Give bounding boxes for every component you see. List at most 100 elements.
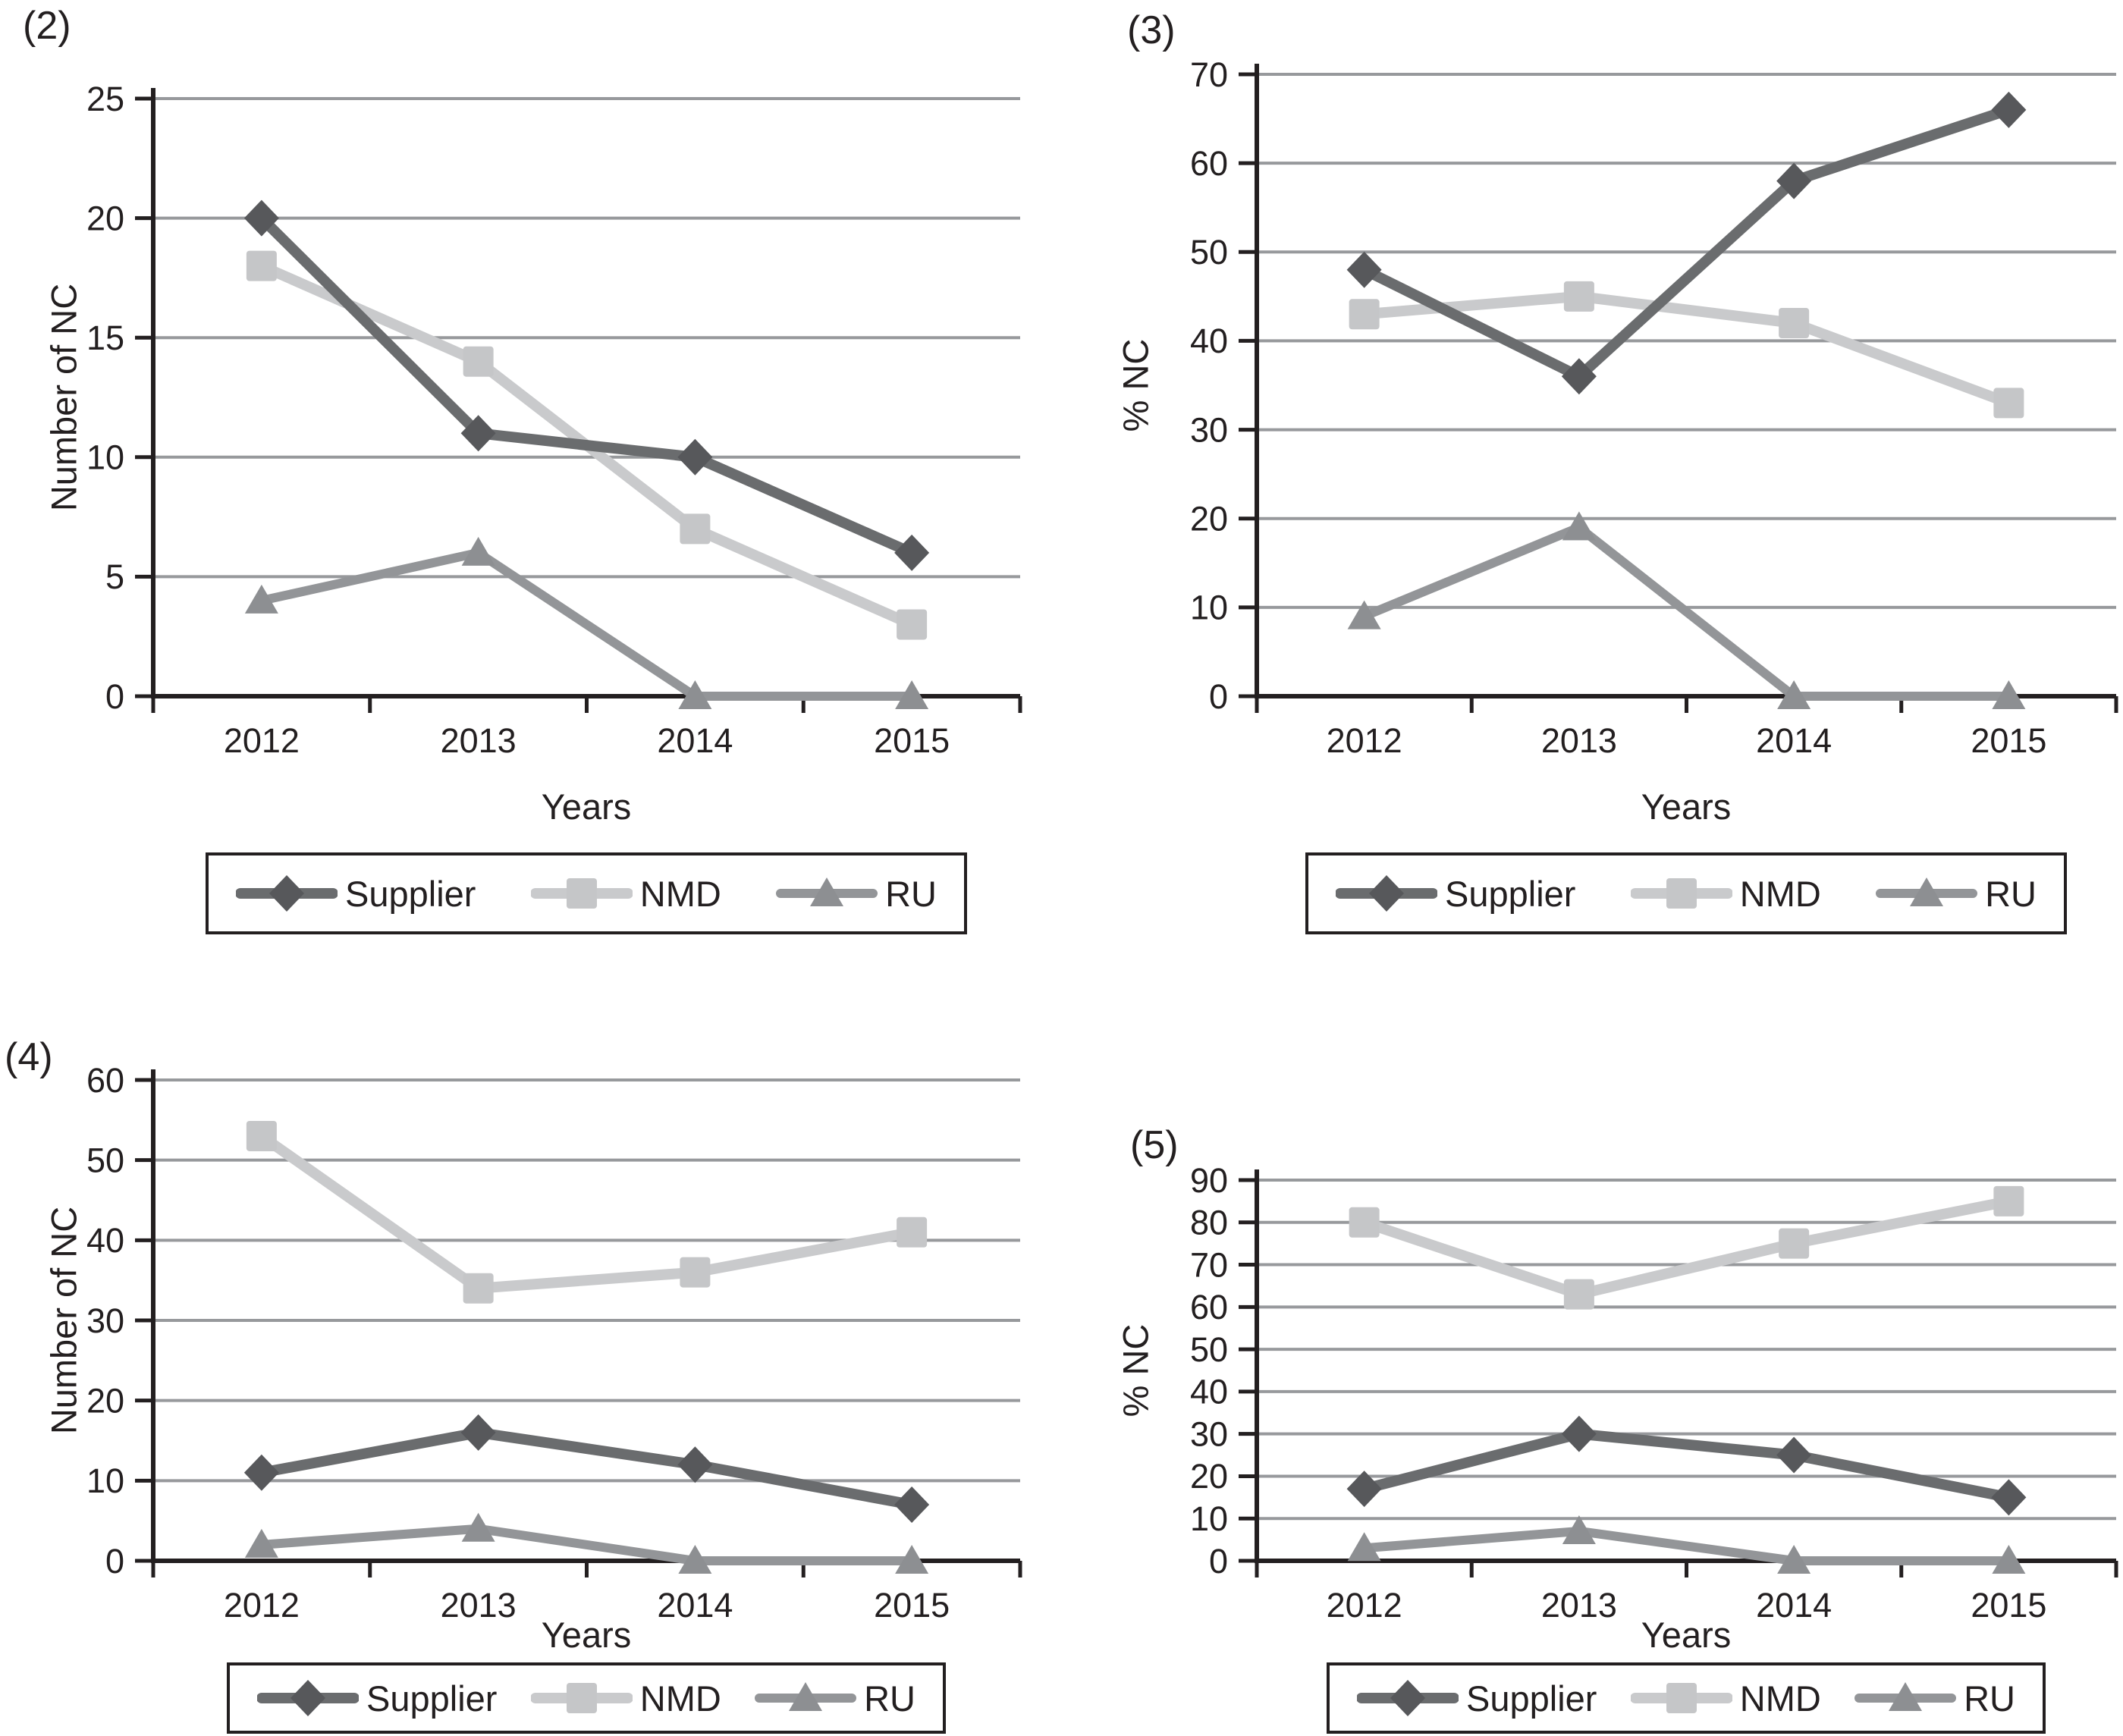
x-category-label: 2014 [657,1586,733,1625]
line-chart-3: 0 10 20 30 40 50 60 70 2012 2013 2014 2015 % NC [1115,55,2118,760]
legend-label: NMD [639,873,721,914]
legend-label: NMD [1739,1678,1821,1719]
y-tick-label: 40 [1190,1373,1228,1411]
triangle-marker [678,1545,712,1574]
diamond-marker [243,1454,279,1491]
series-ru [244,536,929,709]
diamond-marker [1390,1680,1425,1716]
triangle-marker [1777,680,1811,709]
line-chart-4: 0 10 20 30 40 50 60 2012 2013 2014 2015 Number of N… [43,1061,1022,1625]
y-tick-label: 50 [86,1141,124,1179]
series-supplier [243,1414,930,1524]
y-tick-label: 20 [86,199,124,237]
square-legend-swatch-icon [1630,878,1732,909]
panel-label-2: (2) [23,4,71,48]
series-ru [1347,511,2026,709]
diamond-marker [243,199,279,237]
diamond-marker [460,415,496,452]
diamond-marker [1561,1415,1597,1452]
triangle-marker [1347,1532,1381,1562]
square-marker [1993,1185,2024,1216]
triangle-marker [461,536,495,566]
x-category-label: 2013 [441,1586,517,1625]
series-nmd [246,1120,928,1304]
diamond-marker [1776,162,1812,199]
series-line [1358,1428,2015,1503]
legend-2: Supplier NMD RU [206,852,967,934]
y-tick-label: 60 [1190,1288,1228,1326]
diamond-marker [677,1446,713,1483]
series-line [256,212,918,558]
legend-item-ru: RU [755,1678,915,1719]
panel-label-5: (5) [1130,1123,1179,1167]
y-tick-label: 40 [1190,322,1228,360]
x-category-label: 2014 [1756,721,1832,760]
chart-panel-5: (5) 0 10 20 30 40 50 60 70 80 90 2012 2013 2014 2015%… [1062,978,2123,1736]
square-marker [897,1216,928,1248]
square-marker [1349,1207,1380,1238]
square-marker [566,1683,597,1713]
diamond-marker [290,1680,325,1716]
triangle-marker [1992,680,2026,709]
x-category-label: 2014 [657,721,733,760]
legend-item-ru: RU [1876,873,2037,914]
diamond-marker [1991,1479,2027,1516]
square-legend-swatch-icon [530,1683,633,1713]
x-category-label: 2015 [874,1586,950,1625]
legend-item-supplier: Supplier [257,1678,497,1719]
square-marker [1349,299,1380,330]
triangle-marker [244,1528,278,1558]
x-category-label: 2015 [1971,1586,2046,1625]
square-marker [1666,1683,1697,1713]
diamond-marker [1991,91,2027,128]
y-tick-label: 0 [105,677,124,716]
diamond-legend-swatch-icon [257,1680,359,1716]
x-category-label: 2013 [1541,1586,1617,1625]
series-line [256,1524,917,1565]
triangle-marker [1562,1515,1596,1544]
y-tick-label: 15 [86,319,124,357]
y-tick-label: 10 [86,438,124,477]
legend-item-supplier: Supplier [236,873,476,914]
series-line [1359,523,2014,701]
diamond-marker [1369,875,1404,912]
square-legend-swatch-icon [1630,1683,1732,1713]
y-tick-label: 70 [1190,1245,1228,1284]
y-tick-label: 0 [1209,1542,1228,1581]
series-supplier [1346,1415,2027,1516]
y-tick-label: 70 [1190,55,1228,94]
x-axis-title-2: Years [541,786,632,827]
x-category-label: 2015 [874,721,950,760]
legend-label: Supplier [1466,1678,1597,1719]
square-marker [1779,1228,1810,1259]
legend-item-ru: RU [776,873,937,914]
x-category-label: 2014 [1756,1586,1832,1625]
diamond-marker [269,875,304,912]
legend-item-ru: RU [1854,1678,2015,1719]
legend-item-nmd: NMD [1630,1678,1821,1719]
series-supplier [1346,91,2027,395]
y-tick-label: 0 [105,1542,124,1581]
square-marker [246,1120,277,1151]
square-marker [1779,308,1810,338]
y-tick-label: 30 [1190,1414,1228,1453]
square-marker [897,609,928,640]
series-nmd [1349,281,2024,419]
triangle-marker [244,584,278,614]
series-nmd [1349,1185,2024,1310]
y-tick-label: 10 [1190,1499,1228,1538]
legend-item-supplier: Supplier [1357,1678,1597,1719]
series-line [1359,1526,2014,1565]
x-category-label: 2012 [224,721,300,760]
diamond-marker [894,534,930,571]
y-tick-label: 20 [86,1381,124,1420]
x-axis-title-3: Years [1641,786,1732,827]
y-axis-title: Number of NC [43,284,83,511]
series-line [256,1130,918,1294]
x-category-label: 2013 [1541,721,1617,760]
square-marker [1563,281,1594,312]
triangle-legend-swatch-icon [1876,877,1978,906]
panel-label-4: (4) [5,1035,53,1079]
